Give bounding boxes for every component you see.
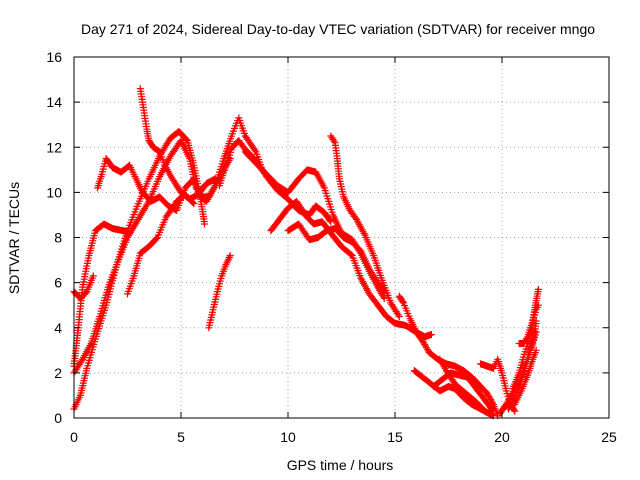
x-tick-label: 25 xyxy=(601,429,617,445)
y-axis-label: SDTVAR / TECUs xyxy=(6,182,22,294)
series-track-g xyxy=(136,85,219,203)
tick-labels-layer: 0 5 10 15 20 25 0 2 4 6 8 10 12 14 16 xyxy=(46,49,617,445)
y-tick-label: 6 xyxy=(54,275,62,291)
series-markers xyxy=(124,191,198,298)
series-markers xyxy=(430,369,497,415)
plot-frame xyxy=(73,56,610,419)
y-tick-label: 16 xyxy=(46,49,62,65)
series-markers xyxy=(136,85,219,203)
x-axis-label: GPS time / hours xyxy=(287,457,394,473)
x-tick-label: 5 xyxy=(177,429,185,445)
x-tick-label: 10 xyxy=(280,429,296,445)
series-markers xyxy=(70,128,208,413)
series-track-w xyxy=(515,301,542,347)
y-tick-label: 2 xyxy=(54,365,62,381)
series-markers xyxy=(515,301,542,347)
grid-layer xyxy=(74,57,609,418)
y-tick-label: 4 xyxy=(54,320,62,336)
series-markers xyxy=(436,355,497,420)
y-tick-label: 0 xyxy=(54,410,62,426)
series-track-v xyxy=(511,346,540,408)
x-tick-label: 20 xyxy=(494,429,510,445)
y-tick-label: 10 xyxy=(46,184,62,200)
series-track-f xyxy=(124,191,198,298)
series-track-a xyxy=(70,128,208,413)
y-tick-label: 12 xyxy=(46,139,62,155)
data-points-layer xyxy=(70,85,542,420)
series-markers xyxy=(511,346,540,408)
series-markers xyxy=(205,252,234,332)
series-markers xyxy=(327,132,403,320)
chart-title: Day 271 of 2024, Sidereal Day-to-day VTE… xyxy=(81,21,595,37)
series-track-m xyxy=(284,220,388,296)
series-track-q xyxy=(436,355,497,420)
series-track-b xyxy=(70,114,266,377)
y-tick-label: 14 xyxy=(46,94,62,110)
x-tick-label: 15 xyxy=(387,429,403,445)
series-track-p xyxy=(430,369,497,415)
series-track-l xyxy=(327,132,403,320)
series-track-h xyxy=(205,252,234,332)
series-markers xyxy=(70,114,266,377)
series-markers xyxy=(284,220,388,296)
y-tick-label: 8 xyxy=(54,230,62,246)
x-tick-label: 0 xyxy=(70,429,78,445)
